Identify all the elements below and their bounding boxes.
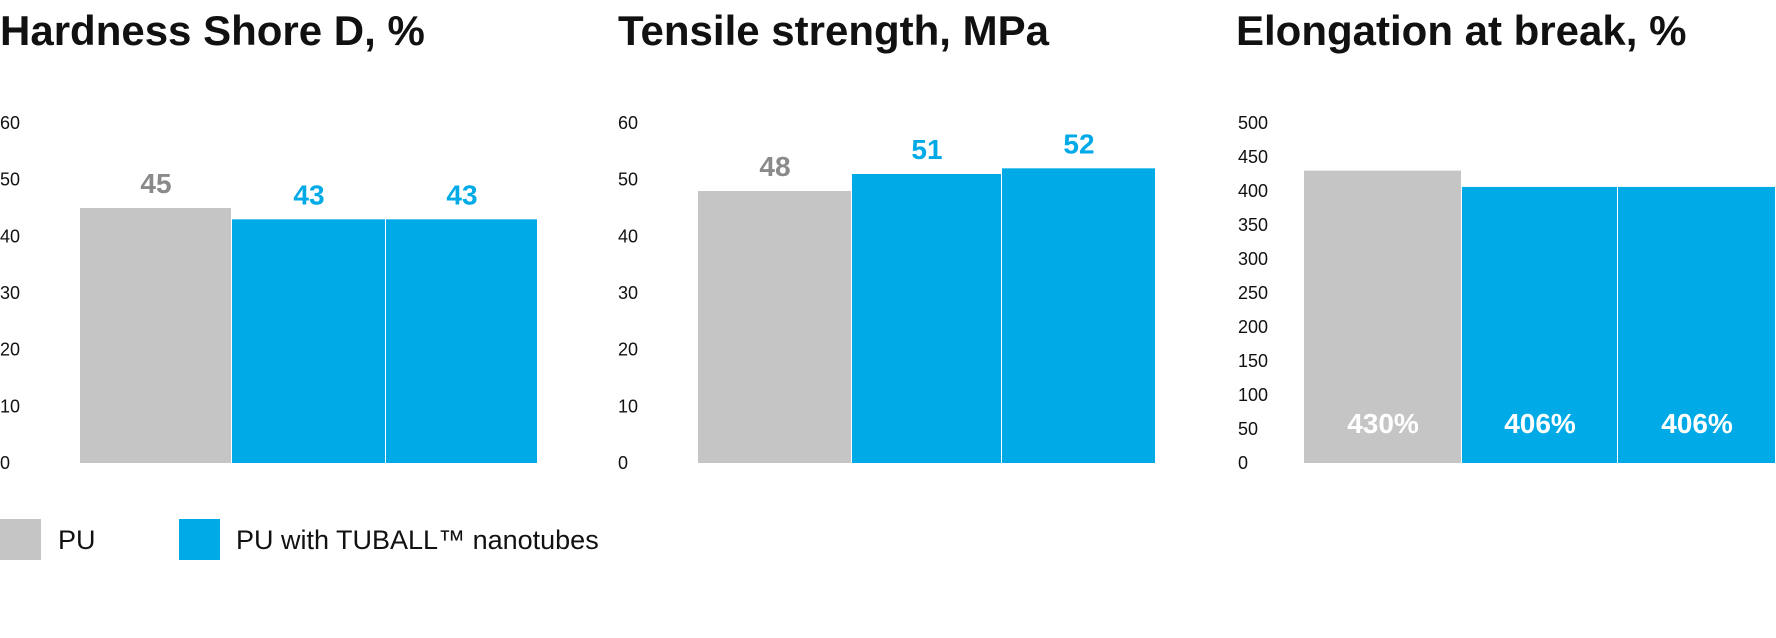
y-tick-label: 450 <box>1238 147 1268 167</box>
data-label: 430% <box>1347 408 1419 439</box>
y-tick-label: 40 <box>618 226 638 246</box>
bar-tuball <box>232 219 385 463</box>
data-label: 48 <box>759 151 790 182</box>
chart-title-2: Tensile strength, MPa <box>618 7 1050 54</box>
chart-title-1: Hardness Shore D, % <box>0 7 425 54</box>
y-tick-label: 100 <box>1238 385 1268 405</box>
y-tick-label: 50 <box>618 170 638 190</box>
bar-tuball <box>386 219 537 463</box>
y-tick-label: 60 <box>0 113 20 133</box>
y-tick-label: 250 <box>1238 283 1268 303</box>
y-tick-label: 40 <box>0 226 20 246</box>
data-label: 406% <box>1504 408 1576 439</box>
y-tick-label: 0 <box>618 453 628 473</box>
bar-tuball <box>852 174 1001 463</box>
y-tick-label: 300 <box>1238 249 1268 269</box>
y-tick-label: 20 <box>618 340 638 360</box>
data-label: 45 <box>140 168 171 199</box>
y-tick-label: 350 <box>1238 215 1268 235</box>
y-tick-label: 400 <box>1238 181 1268 201</box>
y-tick-label: 10 <box>618 396 638 416</box>
data-label: 43 <box>293 179 324 210</box>
y-tick-label: 150 <box>1238 351 1268 371</box>
y-tick-label: 50 <box>0 170 20 190</box>
bar-tuball <box>1618 186 1775 464</box>
bar-pu <box>698 191 851 463</box>
data-label: 51 <box>911 134 942 165</box>
y-tick-label: 30 <box>0 283 20 303</box>
y-tick-label: 200 <box>1238 317 1268 337</box>
legend-swatch-tuball <box>179 519 220 560</box>
y-tick-label: 30 <box>618 283 638 303</box>
bar-pu <box>1304 170 1461 463</box>
legend-swatch-pu <box>0 519 41 560</box>
y-tick-label: 50 <box>1238 419 1258 439</box>
data-label: 52 <box>1063 128 1094 159</box>
data-label: 406% <box>1661 408 1733 439</box>
legend-label-tuball: PU with TUBALL™ nanotubes <box>236 525 599 555</box>
y-tick-label: 10 <box>0 396 20 416</box>
bar-tuball <box>1002 168 1155 464</box>
chart-title-3: Elongation at break, % <box>1236 7 1686 54</box>
y-tick-label: 0 <box>1238 453 1248 473</box>
legend-label-pu: PU <box>58 525 96 555</box>
y-tick-label: 500 <box>1238 113 1268 133</box>
bar-tuball <box>1462 186 1617 464</box>
y-tick-label: 60 <box>618 113 638 133</box>
y-tick-label: 20 <box>0 340 20 360</box>
bar-pu <box>80 208 231 463</box>
y-tick-label: 0 <box>0 453 10 473</box>
data-label: 43 <box>446 179 477 210</box>
